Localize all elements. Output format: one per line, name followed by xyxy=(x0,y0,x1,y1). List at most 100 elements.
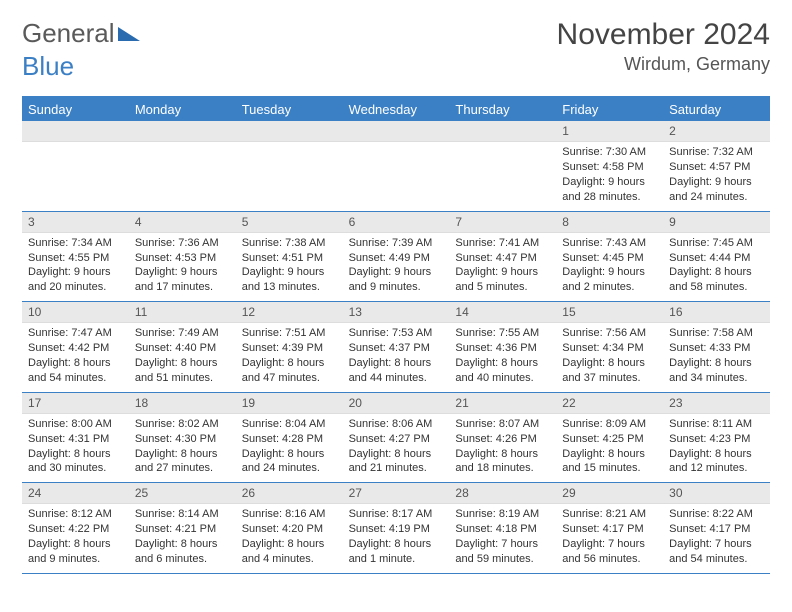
daylight-text: and 28 minutes. xyxy=(562,190,657,205)
calendar-cell xyxy=(449,121,556,211)
calendar-cell: 7Sunrise: 7:41 AMSunset: 4:47 PMDaylight… xyxy=(449,212,556,302)
day-number: 5 xyxy=(236,212,343,233)
daylight-text: and 21 minutes. xyxy=(349,461,444,476)
daylight-text: and 34 minutes. xyxy=(669,371,764,386)
daylight-text: and 9 minutes. xyxy=(349,280,444,295)
sunset-text: Sunset: 4:21 PM xyxy=(135,522,230,537)
cell-body: Sunrise: 7:49 AMSunset: 4:40 PMDaylight:… xyxy=(129,323,236,391)
day-number: 29 xyxy=(556,483,663,504)
day-number: 15 xyxy=(556,302,663,323)
cell-body xyxy=(236,142,343,151)
sunrise-text: Sunrise: 8:22 AM xyxy=(669,507,764,522)
cell-body: Sunrise: 8:14 AMSunset: 4:21 PMDaylight:… xyxy=(129,504,236,572)
calendar-cell: 3Sunrise: 7:34 AMSunset: 4:55 PMDaylight… xyxy=(22,212,129,302)
cell-body xyxy=(22,142,129,151)
calendar-cell: 27Sunrise: 8:17 AMSunset: 4:19 PMDayligh… xyxy=(343,483,450,573)
month-title: November 2024 xyxy=(557,18,770,52)
daylight-text: Daylight: 7 hours xyxy=(562,537,657,552)
daylight-text: and 2 minutes. xyxy=(562,280,657,295)
calendar-cell: 18Sunrise: 8:02 AMSunset: 4:30 PMDayligh… xyxy=(129,393,236,483)
daylight-text: and 15 minutes. xyxy=(562,461,657,476)
sunset-text: Sunset: 4:17 PM xyxy=(669,522,764,537)
sunset-text: Sunset: 4:31 PM xyxy=(28,432,123,447)
sunrise-text: Sunrise: 8:00 AM xyxy=(28,417,123,432)
calendar-cell: 28Sunrise: 8:19 AMSunset: 4:18 PMDayligh… xyxy=(449,483,556,573)
day-number: 30 xyxy=(663,483,770,504)
cell-body: Sunrise: 7:55 AMSunset: 4:36 PMDaylight:… xyxy=(449,323,556,391)
week-row: 1Sunrise: 7:30 AMSunset: 4:58 PMDaylight… xyxy=(22,121,770,212)
calendar-cell: 10Sunrise: 7:47 AMSunset: 4:42 PMDayligh… xyxy=(22,302,129,392)
day-number: 28 xyxy=(449,483,556,504)
day-number xyxy=(236,121,343,142)
daylight-text: Daylight: 9 hours xyxy=(562,175,657,190)
location: Wirdum, Germany xyxy=(557,54,770,75)
cell-body: Sunrise: 8:04 AMSunset: 4:28 PMDaylight:… xyxy=(236,414,343,482)
daylight-text: Daylight: 8 hours xyxy=(135,537,230,552)
sunrise-text: Sunrise: 7:41 AM xyxy=(455,236,550,251)
sunrise-text: Sunrise: 7:55 AM xyxy=(455,326,550,341)
day-number: 20 xyxy=(343,393,450,414)
daylight-text: and 37 minutes. xyxy=(562,371,657,386)
daylight-text: Daylight: 9 hours xyxy=(455,265,550,280)
cell-body xyxy=(449,142,556,151)
sunrise-text: Sunrise: 7:38 AM xyxy=(242,236,337,251)
calendar-cell: 8Sunrise: 7:43 AMSunset: 4:45 PMDaylight… xyxy=(556,212,663,302)
day-number: 3 xyxy=(22,212,129,233)
calendar-cell xyxy=(236,121,343,211)
sunrise-text: Sunrise: 7:49 AM xyxy=(135,326,230,341)
sunrise-text: Sunrise: 7:43 AM xyxy=(562,236,657,251)
sunset-text: Sunset: 4:18 PM xyxy=(455,522,550,537)
day-number: 25 xyxy=(129,483,236,504)
cell-body: Sunrise: 7:53 AMSunset: 4:37 PMDaylight:… xyxy=(343,323,450,391)
cell-body: Sunrise: 7:38 AMSunset: 4:51 PMDaylight:… xyxy=(236,233,343,301)
day-number xyxy=(343,121,450,142)
daylight-text: and 58 minutes. xyxy=(669,280,764,295)
cell-body: Sunrise: 8:21 AMSunset: 4:17 PMDaylight:… xyxy=(556,504,663,572)
day-number: 26 xyxy=(236,483,343,504)
cell-body: Sunrise: 8:22 AMSunset: 4:17 PMDaylight:… xyxy=(663,504,770,572)
day-number: 4 xyxy=(129,212,236,233)
daylight-text: Daylight: 8 hours xyxy=(669,356,764,371)
dow-tuesday: Tuesday xyxy=(236,98,343,121)
cell-body: Sunrise: 8:16 AMSunset: 4:20 PMDaylight:… xyxy=(236,504,343,572)
week-row: 24Sunrise: 8:12 AMSunset: 4:22 PMDayligh… xyxy=(22,483,770,574)
sunrise-text: Sunrise: 8:16 AM xyxy=(242,507,337,522)
cell-body xyxy=(343,142,450,151)
daylight-text: Daylight: 8 hours xyxy=(28,356,123,371)
day-number: 6 xyxy=(343,212,450,233)
daylight-text: and 24 minutes. xyxy=(242,461,337,476)
sunset-text: Sunset: 4:25 PM xyxy=(562,432,657,447)
sunrise-text: Sunrise: 7:32 AM xyxy=(669,145,764,160)
cell-body: Sunrise: 7:56 AMSunset: 4:34 PMDaylight:… xyxy=(556,323,663,391)
day-number: 8 xyxy=(556,212,663,233)
sunset-text: Sunset: 4:33 PM xyxy=(669,341,764,356)
cell-body: Sunrise: 8:19 AMSunset: 4:18 PMDaylight:… xyxy=(449,504,556,572)
calendar: Sunday Monday Tuesday Wednesday Thursday… xyxy=(22,96,770,574)
calendar-cell: 20Sunrise: 8:06 AMSunset: 4:27 PMDayligh… xyxy=(343,393,450,483)
daylight-text: and 56 minutes. xyxy=(562,552,657,567)
sunrise-text: Sunrise: 7:51 AM xyxy=(242,326,337,341)
calendar-cell: 30Sunrise: 8:22 AMSunset: 4:17 PMDayligh… xyxy=(663,483,770,573)
calendar-cell: 6Sunrise: 7:39 AMSunset: 4:49 PMDaylight… xyxy=(343,212,450,302)
daylight-text: Daylight: 8 hours xyxy=(135,356,230,371)
daylight-text: and 1 minute. xyxy=(349,552,444,567)
daylight-text: Daylight: 8 hours xyxy=(669,447,764,462)
day-number xyxy=(449,121,556,142)
daylight-text: Daylight: 9 hours xyxy=(242,265,337,280)
sunset-text: Sunset: 4:49 PM xyxy=(349,251,444,266)
weeks-container: 1Sunrise: 7:30 AMSunset: 4:58 PMDaylight… xyxy=(22,121,770,574)
sunset-text: Sunset: 4:55 PM xyxy=(28,251,123,266)
calendar-cell: 12Sunrise: 7:51 AMSunset: 4:39 PMDayligh… xyxy=(236,302,343,392)
cell-body: Sunrise: 8:11 AMSunset: 4:23 PMDaylight:… xyxy=(663,414,770,482)
sunrise-text: Sunrise: 7:30 AM xyxy=(562,145,657,160)
day-number: 23 xyxy=(663,393,770,414)
cell-body: Sunrise: 8:09 AMSunset: 4:25 PMDaylight:… xyxy=(556,414,663,482)
daylight-text: and 47 minutes. xyxy=(242,371,337,386)
cell-body: Sunrise: 7:34 AMSunset: 4:55 PMDaylight:… xyxy=(22,233,129,301)
day-number xyxy=(22,121,129,142)
daylight-text: Daylight: 8 hours xyxy=(455,356,550,371)
dow-thursday: Thursday xyxy=(449,98,556,121)
cell-body: Sunrise: 8:00 AMSunset: 4:31 PMDaylight:… xyxy=(22,414,129,482)
dow-friday: Friday xyxy=(556,98,663,121)
day-number: 7 xyxy=(449,212,556,233)
